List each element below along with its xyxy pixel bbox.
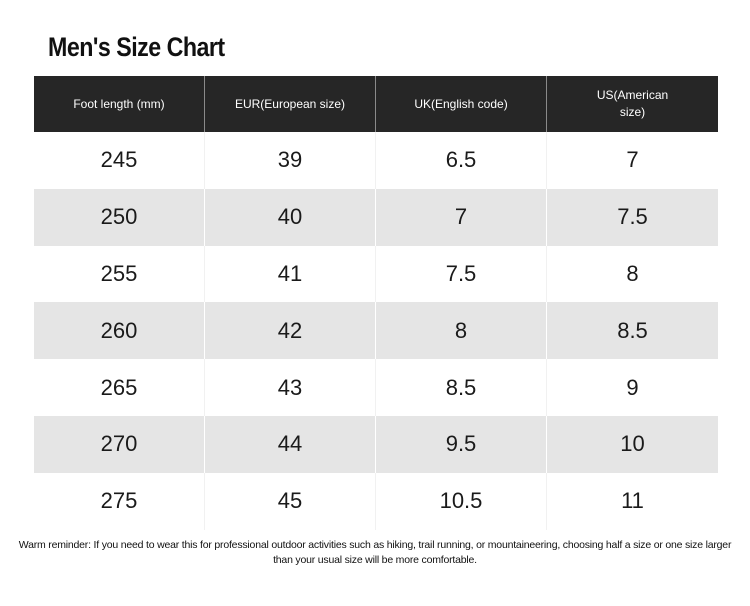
cell-foot-length: 270 [34, 415, 205, 473]
header-label: EUR(European size) [234, 96, 346, 111]
cell-us: 11 [621, 488, 644, 514]
cell-eur: 42 [205, 302, 376, 360]
header-label: US(American size) [596, 88, 669, 119]
table-row: 260 42 8 8.5 [34, 302, 718, 360]
cell-foot-length: 265 [34, 359, 205, 416]
cell-foot-length: 260 [34, 302, 205, 360]
page-title: Men's Size Chart [48, 32, 225, 62]
warm-reminder-note: Warm reminder: If you need to wear this … [18, 539, 732, 566]
cell-us: 9 [626, 374, 639, 400]
table-row: 245 39 6.5 7 [34, 132, 718, 189]
cell-uk: 6.5 [376, 132, 547, 189]
size-chart-table: Foot length (mm) EUR(European size) UK(E… [34, 76, 718, 530]
cell-eur: 39 [205, 132, 376, 189]
cell-eur: 45 [205, 472, 376, 530]
table-row: 250 40 7 7.5 [34, 188, 718, 246]
cell-us: 10 [620, 431, 645, 457]
cell-foot-length: 255 [34, 245, 205, 303]
cell-us: 7 [626, 147, 639, 173]
cell-uk: 7.5 [376, 245, 547, 303]
cell-us: 7.5 [617, 204, 648, 230]
table-row: 270 44 9.5 10 [34, 415, 718, 473]
cell-uk: 7 [376, 188, 547, 246]
header-eur-size: EUR(European size) [205, 76, 376, 132]
cell-eur: 44 [205, 415, 376, 473]
cell-us: 8.5 [617, 317, 648, 343]
cell-uk: 10.5 [376, 472, 547, 530]
header-uk-size: UK(English code) [376, 76, 547, 132]
table-row: 275 45 10.5 11 [34, 472, 718, 530]
header-label: Foot length (mm) [73, 96, 165, 111]
header-label: UK(English code) [414, 96, 508, 111]
table-row: 265 43 8.5 9 [34, 359, 718, 416]
cell-eur: 41 [205, 245, 376, 303]
header-us-size: US(American size) [547, 76, 718, 132]
cell-us: 8 [626, 260, 639, 286]
cell-foot-length: 245 [34, 132, 205, 189]
cell-uk: 8 [376, 302, 547, 360]
cell-uk: 9.5 [376, 415, 547, 473]
table-row: 255 41 7.5 8 [34, 245, 718, 303]
cell-uk: 8.5 [376, 359, 547, 416]
table-header-row: Foot length (mm) EUR(European size) UK(E… [34, 76, 718, 132]
cell-foot-length: 250 [34, 188, 205, 246]
header-foot-length: Foot length (mm) [34, 76, 205, 132]
cell-eur: 43 [205, 359, 376, 416]
cell-eur: 40 [205, 188, 376, 246]
cell-foot-length: 275 [34, 472, 205, 530]
